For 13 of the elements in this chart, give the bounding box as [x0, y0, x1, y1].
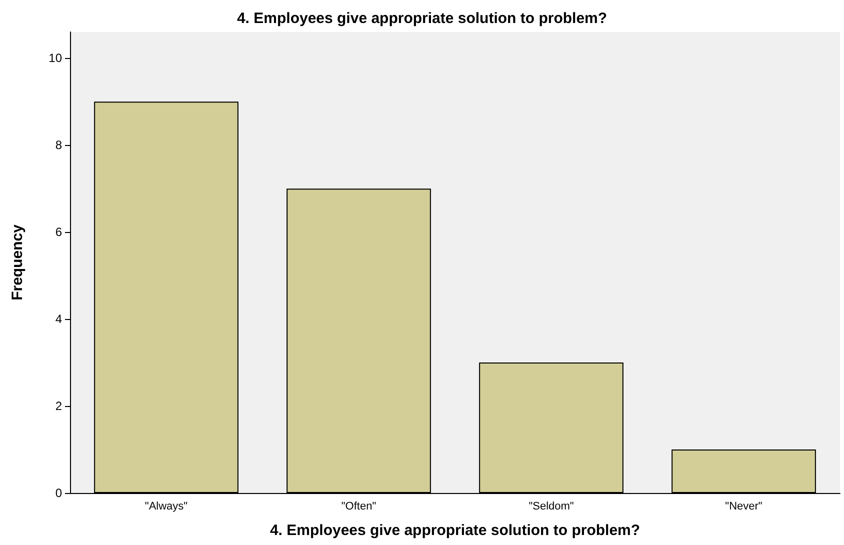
x-tick-label: "Seldom" [528, 500, 574, 512]
chart-title: 4. Employees give appropriate solution to problem? [236, 10, 608, 27]
y-tick-label: 0 [55, 486, 62, 500]
x-tick-label: "Often" [341, 500, 376, 512]
y-axis-title: Frequency [9, 224, 26, 300]
y-tick-label: 6 [55, 225, 62, 240]
x-tick-label: "Never" [725, 500, 762, 512]
y-tick-label: 4 [55, 312, 62, 326]
y-tick-label: 2 [55, 399, 62, 414]
y-tick-label: 10 [48, 51, 62, 66]
x-axis-title: 4. Employees give appropriate solution to problem? [270, 522, 640, 539]
y-tick-label: 8 [55, 138, 62, 152]
x-tick-label: "Always" [144, 500, 188, 512]
